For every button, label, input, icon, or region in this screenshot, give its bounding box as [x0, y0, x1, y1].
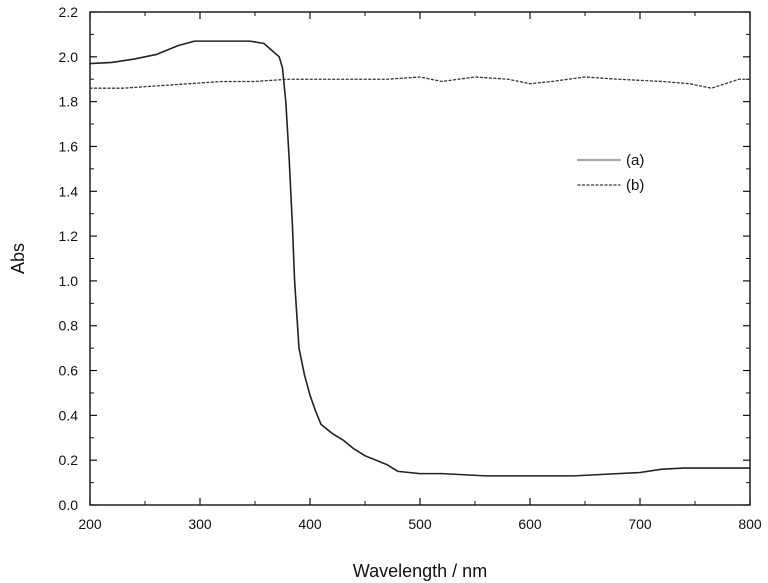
ticks: [89, 11, 751, 506]
y-tick-label: 2.0: [59, 49, 79, 65]
y-tick-label: 0.6: [59, 363, 79, 379]
y-tick-label: 2.2: [59, 4, 79, 20]
x-axis-title: Wavelength / nm: [353, 561, 487, 581]
x-tick-label: 300: [188, 516, 212, 532]
y-tick-label: 1.6: [59, 138, 79, 154]
series-line-a: [89, 40, 751, 477]
x-tick-label: 200: [78, 516, 102, 532]
x-tick-label: 700: [628, 516, 652, 532]
series-lines: [89, 40, 751, 477]
tick-labels: 200 300 400 500 600 700 800 0.0 0.2 0.4 0.6 0.8 1.0 1…: [59, 4, 762, 532]
y-tick-label: 0.4: [59, 407, 79, 423]
y-tick-label: 0.2: [59, 452, 79, 468]
y-tick-label: 0.8: [59, 318, 79, 334]
legend-label-a: (a): [626, 152, 644, 169]
x-tick-label: 600: [518, 516, 542, 532]
y-tick-label: 0.0: [59, 497, 79, 513]
x-tick-label: 400: [298, 516, 322, 532]
y-tick-label: 1.8: [59, 94, 79, 110]
y-tick-label: 1.4: [59, 183, 79, 199]
plot-frame: [89, 11, 751, 506]
series-line-b: [89, 76, 751, 89]
axes: [89, 11, 751, 506]
y-tick-label: 1.0: [59, 273, 79, 289]
y-tick-label: 1.2: [59, 228, 79, 244]
legend: (a) (b): [576, 152, 644, 194]
legend-label-b: (b): [626, 177, 644, 194]
y-axis-title: Abs: [8, 243, 28, 274]
x-tick-label: 800: [738, 516, 762, 532]
x-tick-label: 500: [408, 516, 432, 532]
